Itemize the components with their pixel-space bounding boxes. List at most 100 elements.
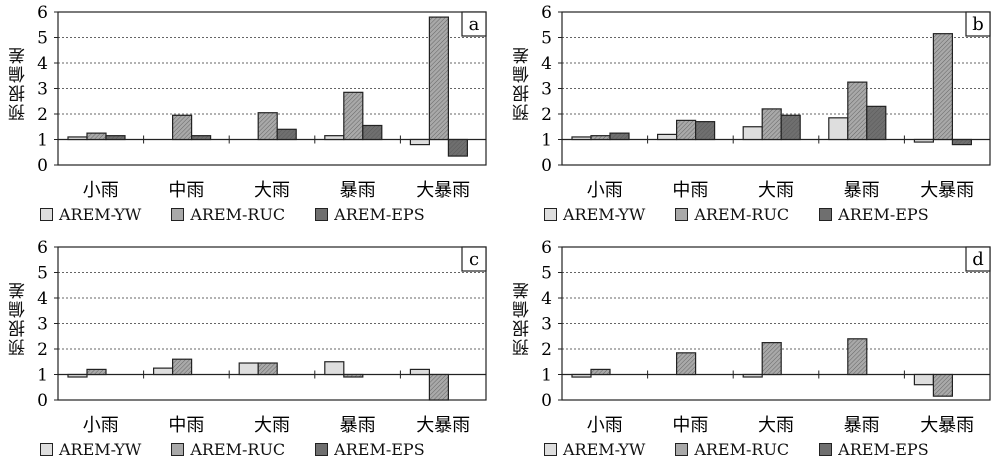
chart-svg-c: 0 1 2 3 4 5 6 小雨 中雨 大雨 暴雨 大暴雨 c [37,238,487,436]
bar-yw [571,373,592,378]
y-tick-label: 6 [541,3,552,23]
legend: AREM-YW AREM-RUC AREM-EPS [544,205,959,224]
bar-eps [447,138,468,157]
bar-yw [657,133,678,141]
x-tick-label: 小雨 [83,415,119,436]
x-tick-label: 暴雨 [340,415,376,436]
bar-ruc [343,373,364,378]
bar-eps [609,132,630,141]
legend-label: AREM-RUC [190,440,286,459]
y-tick-label: 1 [541,131,552,151]
bar-yw [409,368,430,376]
bar-ruc [86,368,107,376]
y-tick-label: 4 [541,54,552,74]
legend-swatch-ruc [171,208,185,221]
bar-ruc [428,373,449,401]
bar-ruc [847,338,868,376]
x-tick-label: 小雨 [587,415,623,436]
bar-ruc [932,373,953,397]
y-tick-label: 0 [541,391,552,411]
y-tick-label: 3 [37,315,48,335]
legend-item-yw: AREM-YW [544,205,645,224]
y-tick-label: 3 [541,80,552,100]
legend-swatch-eps [819,443,833,456]
chart-svg-a: 0 1 2 3 4 5 6 小雨 中雨 大雨 暴雨 大暴雨 a [37,3,487,201]
y-tick-label: 5 [541,264,552,284]
x-tick-label: 暴雨 [340,180,376,201]
legend-item-yw: AREM-YW [40,205,141,224]
bar-yw [324,135,345,141]
x-tick-label: 大暴雨 [416,415,470,436]
y-tick-label: 3 [37,80,48,100]
chart-panel-a: 预报偏差 0 1 2 3 4 5 6 小雨 中雨 大雨 暴雨 大暴雨 a AREM-YW AREM-RU… [0,0,504,235]
x-tick-label: 大雨 [254,180,290,201]
chart-panel-d: 预报偏差 0 1 2 3 4 5 6 小雨 中雨 大雨 暴雨 大暴雨 d AREM-YW AREM-RU… [504,235,1008,470]
y-tick-label: 3 [541,315,552,335]
y-tick-label: 0 [541,156,552,176]
bar-eps [362,124,383,141]
bar-yw [67,373,88,378]
x-tick-label: 中雨 [672,180,708,201]
x-tick-label: 大雨 [254,415,290,436]
y-tick-label: 5 [541,29,552,49]
legend-swatch-ruc [675,208,689,221]
bar-ruc [761,108,782,141]
x-tick-label: 中雨 [672,415,708,436]
bar-yw [571,136,592,141]
y-tick-label: 1 [37,131,48,151]
panel-label: c [469,249,479,270]
x-tick-label: 中雨 [168,180,204,201]
legend-swatch-eps [315,443,329,456]
x-tick-label: 大暴雨 [920,415,974,436]
bar-eps [780,114,801,141]
bar-eps [191,135,212,141]
bar-ruc [257,362,278,376]
legend-swatch-ruc [675,443,689,456]
legend-item-eps: AREM-EPS [819,205,929,224]
x-tick-label: 大暴雨 [416,180,470,201]
bar-ruc [172,114,193,141]
x-tick-label: 暴雨 [844,180,880,201]
legend-label: AREM-EPS [334,440,425,459]
legend-label: AREM-YW [563,205,646,224]
chart-svg-d: 0 1 2 3 4 5 6 小雨 中雨 大雨 暴雨 大暴雨 d [541,238,991,436]
bar-eps [866,105,887,141]
legend-label: AREM-RUC [694,440,790,459]
bar-ruc [257,112,278,141]
y-tick-label: 1 [37,366,48,386]
legend-item-yw: AREM-YW [40,440,141,459]
legend-label: AREM-EPS [838,440,929,459]
legend-label: AREM-YW [563,440,646,459]
x-tick-label: 小雨 [83,180,119,201]
legend-swatch-yw [544,208,557,221]
legend-item-ruc: AREM-RUC [171,440,285,459]
bar-yw [913,373,934,386]
legend-swatch-ruc [171,443,185,456]
legend-label: AREM-RUC [190,205,286,224]
bar-ruc [343,91,364,141]
legend-swatch-yw [544,443,557,456]
legend-label: AREM-YW [59,205,142,224]
y-tick-label: 0 [37,391,48,411]
bar-ruc [676,119,697,141]
chart-panel-c: 预报偏差 0 1 2 3 4 5 6 小雨 中雨 大雨 暴雨 大暴雨 c AREM-YW AREM-RU… [0,235,504,470]
bar-ruc [847,81,868,141]
legend-label: AREM-RUC [694,205,790,224]
bar-ruc [676,352,697,376]
chart-panel-b: 预报偏差 0 1 2 3 4 5 6 小雨 中雨 大雨 暴雨 大暴雨 b AREM-YW AREM-RU… [504,0,1008,235]
legend-label: AREM-EPS [334,205,425,224]
y-tick-label: 4 [37,54,48,74]
legend-swatch-eps [819,208,833,221]
y-tick-label: 2 [541,105,552,125]
bar-yw [409,138,430,146]
panel-label-box [965,246,991,272]
y-tick-label: 4 [37,289,48,309]
legend-item-ruc: AREM-RUC [171,205,285,224]
bar-ruc [590,135,611,141]
legend-label: AREM-EPS [838,205,929,224]
bar-ruc [761,342,782,376]
chart-svg-b: 0 1 2 3 4 5 6 小雨 中雨 大雨 暴雨 大暴雨 b [541,3,991,201]
legend-swatch-yw [40,443,53,456]
bar-eps [105,135,126,141]
x-tick-label: 暴雨 [844,415,880,436]
